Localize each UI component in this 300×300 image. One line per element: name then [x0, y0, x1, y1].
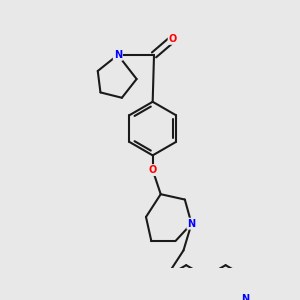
- Text: N: N: [114, 50, 122, 60]
- Text: O: O: [169, 34, 177, 44]
- Text: N: N: [188, 219, 196, 229]
- Text: N: N: [241, 294, 249, 300]
- Text: O: O: [148, 165, 157, 175]
